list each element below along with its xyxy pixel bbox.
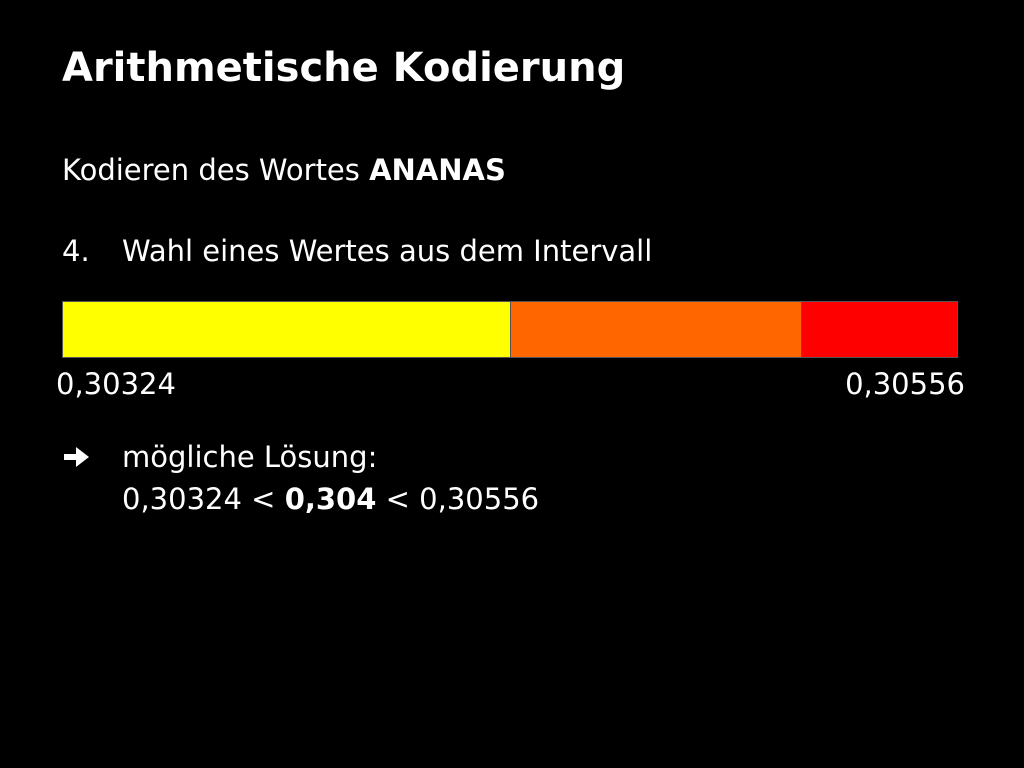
interval-segment-1 xyxy=(63,302,510,357)
conclusion-inequality: 0,30324 < 0,304 < 0,30556 xyxy=(62,478,539,520)
inequality-lt-2: < xyxy=(376,482,420,516)
conclusion-label: mögliche Lösung: xyxy=(122,440,378,474)
conclusion-heading: mögliche Lösung: xyxy=(62,436,539,478)
inequality-lt-1: < xyxy=(241,482,285,516)
interval-bar xyxy=(62,301,958,358)
interval-segment-2 xyxy=(510,302,801,357)
slide-subtitle: Kodieren des Wortes ANANAS xyxy=(62,150,506,190)
interval-upper-bound: 0,30556 xyxy=(845,367,965,401)
inequality-chosen-value: 0,304 xyxy=(284,482,377,516)
slide-title: Arithmetische Kodierung xyxy=(62,45,626,91)
step-number: 4. xyxy=(62,234,90,268)
step-heading: 4. Wahl eines Wertes aus dem Intervall xyxy=(62,231,652,271)
conclusion-block: mögliche Lösung: 0,30324 < 0,304 < 0,305… xyxy=(62,436,539,520)
interval-segment-3 xyxy=(800,302,957,357)
step-text: Wahl eines Wertes aus dem Intervall xyxy=(122,234,653,268)
subtitle-word: ANANAS xyxy=(369,153,506,187)
right-arrow-icon xyxy=(62,437,122,477)
subtitle-prefix: Kodieren des Wortes xyxy=(62,153,370,187)
inequality-upper: 0,30556 xyxy=(419,482,540,516)
inequality-lower: 0,30324 xyxy=(122,482,242,516)
interval-lower-bound: 0,30324 xyxy=(56,367,176,401)
